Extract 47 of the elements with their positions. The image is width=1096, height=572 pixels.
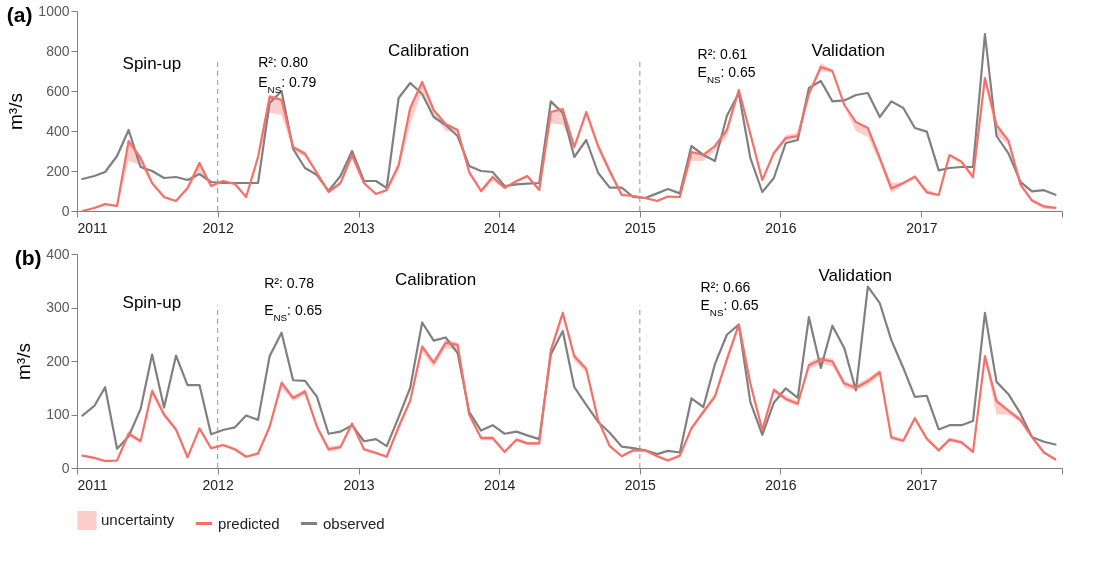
- y-tick-label: 200: [46, 352, 70, 369]
- annotation: Validation: [811, 41, 885, 60]
- x-tick-label: 2013: [343, 219, 375, 236]
- x-tick-label: 2013: [343, 476, 375, 493]
- annotation: E$_{NS}$: 0.65: [264, 301, 323, 323]
- x-tick-label: 2017: [906, 219, 938, 236]
- annotation: Calibration: [388, 41, 470, 60]
- annotation: R²: 0.78: [264, 274, 315, 291]
- x-tick-label: 2014: [484, 476, 516, 493]
- text: uncertainty: [101, 511, 175, 529]
- y-tick-label: 400: [46, 122, 70, 139]
- annotation: Calibration: [394, 269, 477, 289]
- y-tick-label: 0: [61, 202, 70, 219]
- annotation: E$_{NS}$: 0.79: [258, 74, 317, 95]
- annotation: Spin-up: [122, 293, 182, 313]
- annotation: Validation: [818, 266, 892, 286]
- y-tick-label: 200: [46, 162, 70, 179]
- annotation: R²: 0.66: [700, 279, 751, 296]
- y-tick-label: 300: [46, 299, 70, 315]
- annotation: R²: 0.61: [697, 46, 748, 62]
- legend-label: predicted: [218, 514, 280, 532]
- y-tick-label: 0: [61, 459, 70, 476]
- y-tick-label: 400: [46, 245, 70, 262]
- x-tick-label: 2016: [765, 476, 797, 493]
- x-tick-label: 2015: [624, 476, 657, 493]
- x-tick-label: 2011: [77, 219, 108, 236]
- x-tick-label: 2014: [484, 219, 516, 236]
- y-tick-label: 800: [46, 42, 70, 59]
- annotation: E$_{NS}$: 0.65: [697, 64, 756, 85]
- y-tick-label: 100: [46, 406, 70, 422]
- y-axis-title: m³/s: [13, 343, 35, 380]
- x-tick-label: 2016: [765, 219, 797, 236]
- chart-title: (a): [6, 3, 33, 26]
- annotation: R²: 0.80: [258, 54, 309, 70]
- x-tick-label: 2017: [906, 476, 938, 493]
- annotation: E$_{NS}$: 0.65: [700, 297, 759, 318]
- y-tick-label: 600: [46, 82, 70, 99]
- y-tick-label: 1000: [38, 2, 70, 19]
- x-tick-label: 2012: [202, 219, 234, 236]
- x-tick-label: 2011: [77, 476, 108, 493]
- y-axis-title: m³/s: [5, 93, 27, 130]
- annotation: Spin-up: [122, 54, 182, 73]
- line-series: [81, 32, 1057, 200]
- x-tick-label: 2012: [202, 476, 234, 493]
- legend-label: observed: [323, 514, 385, 532]
- chart-title: (b): [14, 246, 42, 269]
- x-tick-label: 2015: [624, 219, 657, 236]
